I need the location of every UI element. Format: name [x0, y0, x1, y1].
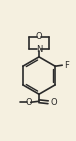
Text: O: O — [50, 98, 57, 107]
Text: O: O — [26, 98, 32, 107]
Text: N: N — [36, 45, 42, 54]
Text: F: F — [64, 61, 69, 70]
Text: O: O — [36, 32, 42, 41]
